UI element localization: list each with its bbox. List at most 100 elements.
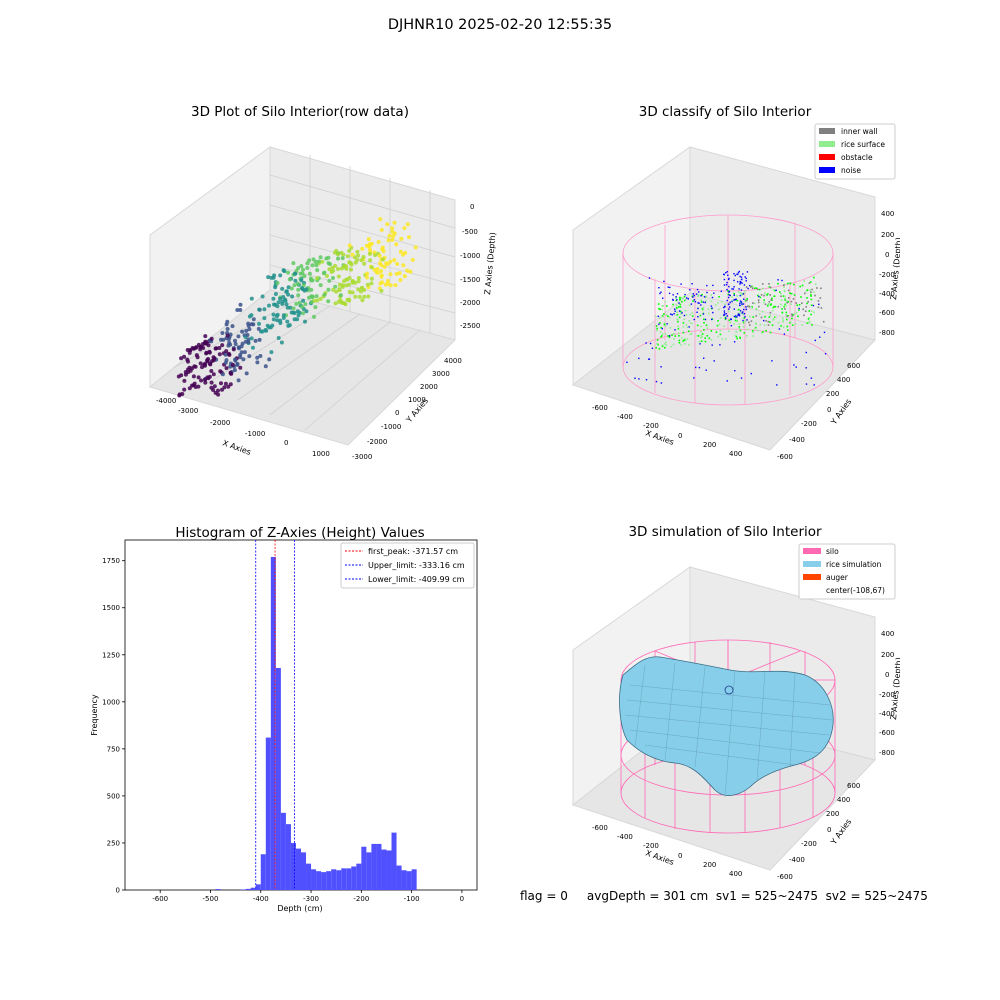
rice-surface-point — [702, 306, 705, 309]
raw-point — [247, 327, 252, 332]
x-tick: -2000 — [210, 419, 230, 427]
z-tick: -600 — [879, 729, 895, 737]
y-tick: 600 — [847, 362, 860, 370]
raw-point — [360, 298, 365, 303]
raw-point — [182, 387, 187, 392]
rice-surface-point — [744, 290, 746, 292]
rice-surface-point — [727, 290, 729, 292]
rice-surface-point — [705, 295, 707, 297]
rice-surface-point — [665, 344, 668, 346]
inner-wall-point — [756, 288, 759, 290]
rice-surface-point — [698, 341, 701, 343]
z-tick: 200 — [881, 651, 894, 659]
panel2-y-ticks: -600 -400 -200 0 200 400 600 — [777, 362, 860, 461]
inner-wall-point — [786, 315, 788, 318]
raw-point — [278, 318, 283, 323]
raw-point — [300, 271, 305, 276]
rice-surface-point — [781, 312, 784, 315]
rice-surface-point — [766, 294, 768, 296]
rice-surface-point — [703, 318, 705, 321]
rice-surface-point — [758, 288, 761, 291]
legend-box — [340, 542, 475, 589]
noise-point — [744, 276, 746, 278]
raw-point — [362, 294, 367, 299]
noise-point — [781, 279, 783, 282]
raw-point — [225, 327, 230, 331]
raw-point — [199, 378, 204, 383]
histogram-bar — [361, 846, 367, 890]
noise-point — [676, 293, 679, 295]
raw-point — [369, 241, 374, 246]
x-tick: -200 — [643, 422, 659, 430]
noise-point — [686, 297, 688, 299]
rice-surface-point — [794, 323, 797, 325]
noise-point — [741, 312, 743, 314]
panel-simulation: 3D simulation of Silo Interior silo rice… — [571, 524, 900, 881]
rice-surface-point — [676, 306, 678, 309]
rice-surface-point — [771, 309, 774, 312]
rice-surface-point — [796, 304, 798, 307]
raw-point — [365, 282, 370, 287]
rice-surface-point — [769, 314, 772, 317]
raw-point — [271, 317, 276, 322]
raw-point — [182, 354, 187, 359]
rice-surface-point — [723, 325, 725, 327]
rice-surface-point — [684, 338, 686, 340]
raw-point — [407, 235, 411, 240]
raw-point — [206, 357, 211, 361]
x-tick: 0 — [678, 852, 682, 860]
raw-point — [390, 229, 395, 234]
noise-point — [725, 284, 728, 286]
rice-surface-point — [676, 318, 679, 321]
noise-point — [731, 300, 733, 303]
raw-point-cloud — [176, 217, 418, 398]
raw-point — [333, 301, 338, 306]
raw-point — [403, 250, 408, 255]
raw-point — [209, 336, 214, 341]
legend-label: rice simulation — [826, 560, 882, 569]
noise-point — [661, 327, 663, 330]
rice-surface-point — [763, 324, 766, 326]
inner-wall-point — [804, 292, 806, 295]
rice-surface-point — [788, 282, 791, 284]
figure-title: DJHNR10 2025-02-20 12:55:35 — [387, 17, 613, 33]
rice-surface-point — [661, 305, 664, 307]
noise-point — [823, 331, 826, 334]
raw-point — [257, 307, 262, 312]
rice-surface-point — [690, 332, 693, 335]
raw-point — [401, 263, 406, 268]
raw-point — [295, 281, 300, 286]
panel1-z-ticks: 0 -500 -1000 -1500 -2000 -2500 — [460, 203, 480, 330]
noise-point — [672, 294, 674, 296]
raw-point — [187, 350, 192, 355]
noise-point — [655, 380, 658, 383]
rice-surface-point — [738, 326, 741, 328]
legend-label: obstacle — [841, 153, 873, 162]
noise-point — [746, 319, 748, 321]
rice-surface-point — [791, 317, 793, 320]
raw-point — [357, 294, 362, 299]
x-tick: 0 — [284, 439, 288, 447]
noise-point — [673, 313, 675, 315]
noise-point — [693, 294, 695, 297]
y-tick: -400 — [789, 856, 805, 864]
rice-surface-point — [680, 297, 682, 299]
histogram-bar — [366, 852, 372, 890]
rice-surface-point — [721, 300, 723, 303]
raw-point — [271, 296, 276, 301]
raw-point — [347, 297, 351, 302]
rice-surface-point — [743, 317, 745, 319]
raw-point — [211, 372, 216, 377]
rice-surface-point — [773, 295, 775, 298]
inner-wall-point — [755, 315, 757, 317]
raw-point — [316, 259, 321, 264]
rice-surface-point — [718, 323, 721, 326]
panel4-z-ticks: 400 200 0 -200 -400 -600 -800 — [879, 630, 895, 757]
raw-point — [378, 281, 383, 286]
rice-surface-point — [661, 345, 664, 348]
noise-point — [810, 377, 813, 379]
x-tick: 0 — [678, 432, 682, 440]
raw-point — [392, 220, 397, 225]
rice-surface-point — [708, 312, 710, 315]
rice-surface-point — [657, 343, 659, 346]
